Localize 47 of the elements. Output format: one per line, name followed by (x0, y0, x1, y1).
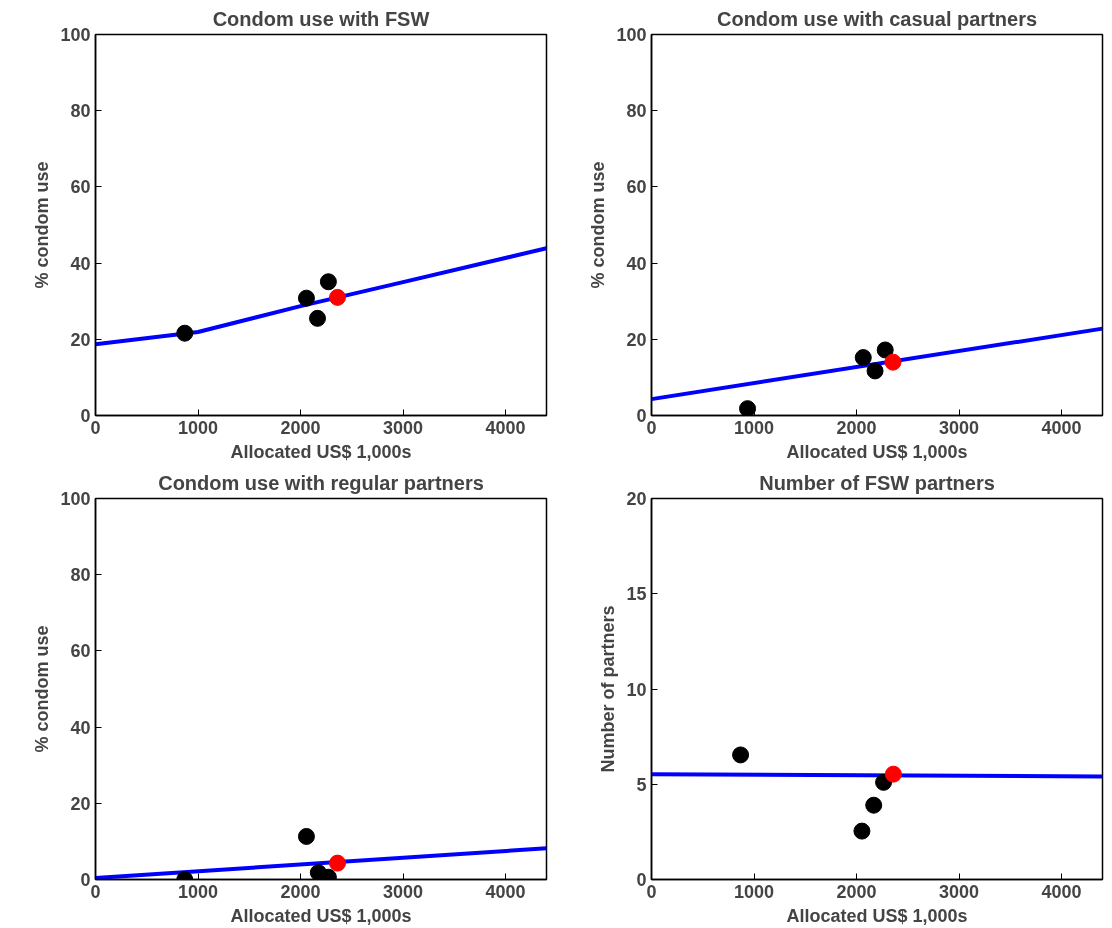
y-tick-label: 40 (70, 717, 91, 738)
y-axis-title: % condom use (32, 161, 53, 289)
chart-title: Number of FSW partners (759, 471, 995, 494)
y-tick-label: 20 (626, 329, 647, 350)
y-tick-label: 20 (70, 793, 91, 814)
x-tick-label: 1000 (733, 417, 775, 438)
y-tick-label: 20 (70, 329, 91, 350)
x-tick-label: 2000 (280, 417, 321, 438)
y-tick-label: 80 (70, 565, 91, 586)
x-tick-label: 1000 (733, 881, 775, 902)
x-tick-label: 3000 (382, 417, 424, 438)
y-tick-label: 100 (60, 25, 91, 45)
x-tick-label: 3000 (938, 881, 980, 902)
y-tick-label: 20 (626, 489, 647, 509)
y-tick-label: 60 (70, 177, 91, 198)
x-axis-title: Allocated US$ 1,000s (230, 441, 412, 462)
y-tick-label: 60 (626, 177, 647, 198)
x-tick-label: 4000 (1041, 417, 1082, 438)
x-tick-label: 4000 (485, 881, 526, 902)
x-axis-title: Allocated US$ 1,000s (786, 905, 968, 926)
x-axis-title: Allocated US$ 1,000s (230, 905, 412, 926)
y-tick-label: 40 (626, 253, 647, 274)
chart-title: Condom use with FSW (212, 7, 430, 30)
y-tick-label: 40 (70, 253, 91, 274)
chart-title: Condom use with regular partners (158, 471, 484, 494)
y-tick-label: 80 (626, 101, 647, 122)
y-tick-label: 15 (626, 584, 647, 605)
x-tick-label: 4000 (485, 417, 526, 438)
x-tick-label: 3000 (938, 417, 980, 438)
y-tick-label: 80 (70, 101, 91, 122)
x-tick-label: 1000 (177, 881, 219, 902)
x-tick-label: 1000 (177, 417, 219, 438)
y-tick-label: 100 (60, 489, 91, 509)
y-tick-label: 100 (616, 25, 647, 45)
y-axis-title: Number of partners (598, 605, 619, 773)
x-tick-label: 4000 (1041, 881, 1082, 902)
y-tick-label: 5 (636, 774, 647, 795)
x-tick-label: 2000 (836, 417, 877, 438)
x-tick-label: 2000 (836, 881, 877, 902)
x-tick-label: 3000 (382, 881, 424, 902)
y-tick-label: 10 (626, 679, 647, 700)
y-axis-title: % condom use (588, 161, 609, 289)
x-axis-title: Allocated US$ 1,000s (786, 441, 968, 462)
x-tick-label: 2000 (280, 881, 321, 902)
y-tick-label: 60 (70, 641, 91, 662)
chart-title: Condom use with casual partners (716, 7, 1038, 30)
y-axis-title: % condom use (32, 625, 53, 753)
